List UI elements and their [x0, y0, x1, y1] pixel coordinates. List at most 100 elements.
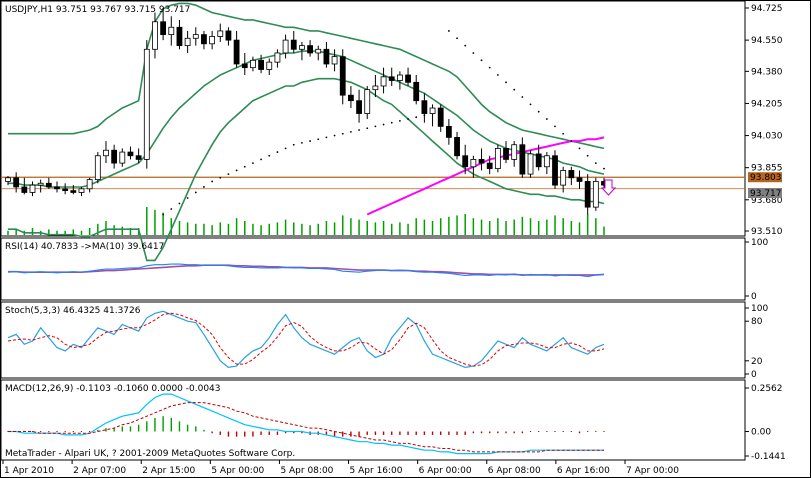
- macd-header: MACD(12,26,9) -0.1103 -0.1060 0.0000 -0.…: [5, 384, 221, 394]
- psar-dot: [309, 140, 311, 142]
- psar-dot: [521, 96, 524, 98]
- psar-dot: [594, 162, 597, 164]
- y-tick-label: 94.725: [751, 4, 783, 14]
- candle-body: [250, 59, 256, 69]
- rsi-line: [7, 263, 605, 278]
- x-tick-label: 5 Apr 08:00: [280, 466, 333, 476]
- candle-body: [470, 159, 477, 168]
- candle-body: [576, 177, 583, 182]
- candle-body: [201, 34, 207, 45]
- psar-dot: [456, 37, 458, 40]
- candle-body: [519, 144, 526, 175]
- candle-body: [70, 190, 77, 193]
- main-pane[interactable]: [0, 0, 746, 237]
- band-upper: [8, 2, 605, 150]
- stoch-pane[interactable]: [0, 301, 746, 379]
- price-label-box: [748, 188, 782, 199]
- psar-dot: [407, 118, 409, 120]
- macd-tick-label: 0.00: [751, 428, 771, 438]
- psar-dot: [317, 138, 320, 141]
- candle-body: [103, 149, 109, 157]
- candle-body: [462, 155, 469, 168]
- candle-body: [258, 59, 264, 70]
- price-label: 93.717: [750, 189, 782, 199]
- rsi-pane[interactable]: [0, 237, 746, 301]
- candle-body: [405, 74, 411, 83]
- candle-body: [78, 188, 85, 193]
- candle-body: [421, 100, 428, 114]
- psar-dot: [398, 119, 401, 122]
- candle-body: [372, 85, 379, 91]
- candle-body: [527, 153, 534, 175]
- psar-dot: [529, 103, 532, 106]
- candle-body: [143, 48, 150, 160]
- psar-dot: [382, 123, 385, 126]
- band-lower: [8, 77, 605, 262]
- arrow-down-icon: [600, 179, 617, 196]
- candle-body: [315, 48, 322, 54]
- candle-body: [503, 148, 509, 160]
- candle-body: [535, 153, 542, 168]
- psar-dot: [537, 110, 540, 113]
- candle-body: [552, 155, 558, 186]
- candle-body: [111, 149, 118, 164]
- macd-pane[interactable]: [0, 379, 746, 461]
- psar-dot: [480, 59, 483, 62]
- candle-body: [445, 125, 452, 138]
- candle-body: [37, 182, 44, 186]
- candle-body: [511, 144, 518, 160]
- stoch-header: Stoch(5,3,3) 46.4325 41.3726: [5, 306, 141, 316]
- psar-dot: [350, 130, 352, 133]
- y-tick-label: 94.205: [751, 99, 783, 109]
- candle-body: [135, 155, 142, 160]
- price-label-box: [748, 172, 782, 183]
- candle-body: [192, 34, 199, 39]
- candle-body: [119, 151, 126, 164]
- candle-body: [454, 136, 460, 157]
- candle-body: [274, 52, 281, 63]
- x-tick-label: 2 Apr 07:00: [73, 466, 126, 476]
- candle-body: [54, 186, 60, 190]
- psar-dot: [203, 186, 205, 188]
- x-tick-label: 1 Apr 2010: [4, 466, 54, 476]
- candle-body: [160, 21, 167, 36]
- psar-dot: [545, 118, 548, 120]
- candle-body: [584, 181, 591, 208]
- candle-body: [5, 177, 11, 182]
- y-tick-label: 93.510: [751, 227, 783, 237]
- candle-body: [364, 89, 371, 114]
- candle-body: [339, 56, 346, 96]
- candle-body: [592, 181, 599, 208]
- candle-body: [62, 188, 69, 192]
- psar-dot: [194, 191, 197, 194]
- psar-dot: [284, 147, 287, 150]
- x-tick-label: 2 Apr 15:00: [142, 466, 195, 476]
- candle-body: [94, 155, 101, 181]
- price-label: 93.803: [750, 173, 782, 183]
- candle-body: [388, 76, 395, 81]
- psar-dot: [325, 136, 328, 139]
- footer-text: MetaTrader - Alpari UK, ? 2001-2009 Meta…: [5, 449, 295, 459]
- psar-dot: [488, 66, 491, 69]
- psar-dot: [374, 125, 377, 128]
- macd-signal-line: [8, 402, 604, 453]
- x-tick-label: 6 Apr 00:00: [419, 466, 472, 476]
- main-header: USDJPY,H1 93.751 93.767 93.715 93.717: [5, 5, 190, 15]
- candle-body: [282, 39, 289, 54]
- candle-body: [331, 56, 338, 65]
- psar-dot: [513, 88, 516, 91]
- psar-dot: [496, 74, 499, 76]
- candle-body: [266, 61, 273, 70]
- y-tick-label: 93.855: [751, 164, 783, 174]
- rsi-lines: [7, 263, 605, 278]
- psar-dot: [341, 132, 344, 135]
- candle-body: [568, 170, 575, 179]
- candle-body: [437, 107, 444, 127]
- axis-labels: 94.725 94.550 94.380 94.205 94.030 93.855 93.6…: [2, 4, 786, 476]
- candle-body: [290, 39, 297, 50]
- psar-dot: [162, 213, 165, 216]
- candle-body: [168, 26, 175, 36]
- psar-dot: [578, 147, 581, 150]
